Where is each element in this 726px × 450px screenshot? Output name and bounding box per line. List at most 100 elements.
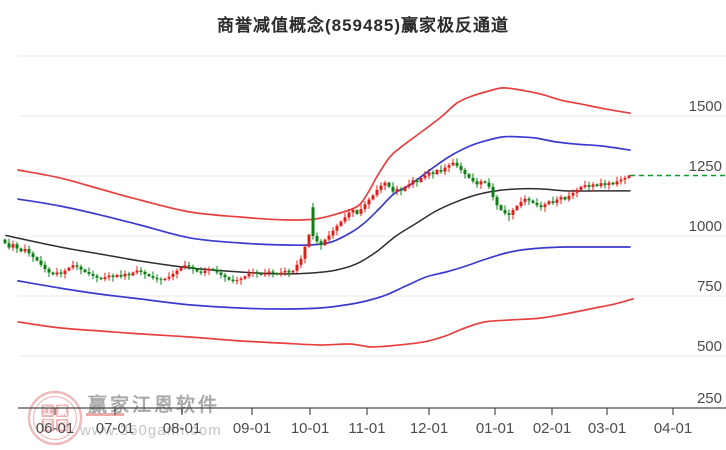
candle-body [359, 209, 363, 214]
candle-body [571, 192, 575, 196]
candle-body [459, 165, 463, 170]
candle-body [343, 217, 347, 222]
candle-body [283, 270, 287, 273]
candle-body [191, 266, 195, 270]
candle-body [475, 181, 479, 185]
candle-body [67, 267, 71, 271]
y-axis-label: 1500 [689, 98, 722, 115]
seal-outer-ring [27, 390, 83, 446]
candle-body [623, 177, 627, 180]
candle-body [531, 200, 535, 203]
candle-body [63, 270, 67, 274]
candle-body [43, 264, 47, 270]
candle-body [551, 201, 555, 203]
y-axis-label: 250 [697, 390, 722, 407]
x-axis-label: 03-01 [588, 420, 626, 437]
lower-red-channel [17, 298, 634, 348]
candle-body [563, 197, 567, 200]
candle-body [295, 264, 299, 271]
candle-body [15, 244, 19, 249]
candle-body [455, 162, 459, 166]
candle-body [407, 184, 411, 187]
candle-body [419, 177, 423, 182]
candle-body [91, 273, 95, 276]
candle-body [239, 278, 243, 281]
candle-body [211, 268, 215, 271]
candle-body [591, 184, 595, 187]
y-axis-label: 1000 [689, 218, 722, 235]
candle-body [139, 270, 143, 272]
candle-body [75, 265, 79, 267]
candle-body [39, 260, 43, 265]
y-axis-label: 1250 [689, 158, 722, 175]
candle-body [279, 272, 283, 275]
candle-body [415, 180, 419, 182]
candle-body [427, 172, 431, 176]
candle-body [555, 199, 559, 203]
candle-body [135, 270, 139, 273]
candle-body [443, 167, 447, 172]
candle-body [287, 270, 291, 273]
candle-body [391, 186, 395, 192]
candle-body [199, 271, 203, 273]
candle-body [451, 162, 455, 166]
candle-body [411, 180, 415, 185]
x-axis-label: 02-01 [533, 420, 571, 437]
candle-body [187, 265, 191, 267]
x-axis-label: 10-01 [291, 420, 329, 437]
candle-body [3, 239, 7, 244]
candle-body [323, 239, 327, 246]
candle-body [195, 269, 199, 272]
candle-body [219, 272, 223, 275]
candle-body [539, 205, 543, 208]
candle-body [347, 212, 351, 218]
candle-body [311, 207, 315, 236]
candle-body [27, 249, 31, 254]
candle-body [71, 265, 75, 268]
candle-body [619, 179, 623, 182]
candle-body [143, 272, 147, 275]
candle-body [383, 182, 387, 186]
candle-body [375, 189, 379, 196]
candle-body [595, 184, 599, 187]
candle-body [587, 185, 591, 187]
candle-body [303, 246, 307, 259]
candle-body [327, 235, 331, 240]
y-axis-label: 750 [697, 278, 722, 295]
candle-body [167, 276, 171, 279]
candle-body [611, 182, 615, 185]
candle-body [399, 189, 403, 191]
candle-body [115, 274, 119, 278]
candle-body [35, 257, 39, 261]
middle-black-line [5, 187, 631, 275]
candle-body [527, 198, 531, 201]
candle-body [431, 172, 435, 175]
candle-body [275, 273, 279, 275]
x-axis-label: 09-01 [233, 420, 271, 437]
x-axis-label: 04-01 [654, 420, 692, 437]
lower-blue-channel [17, 246, 631, 310]
candle-body [603, 183, 607, 186]
gridlines [18, 55, 726, 357]
candle-body [271, 271, 275, 273]
x-axis-label: 01-01 [476, 420, 514, 437]
candle-body [207, 268, 211, 271]
candle-body [355, 210, 359, 214]
candle-body [435, 170, 439, 175]
candle-body [511, 210, 515, 215]
candle-body [463, 170, 467, 175]
candle-body [371, 195, 375, 200]
candle-body [487, 182, 491, 187]
candle-body [227, 277, 231, 280]
candle-body [55, 272, 59, 275]
candle-body [231, 279, 235, 282]
candle-body [559, 197, 563, 200]
seal-char: 恩 [43, 420, 53, 432]
candle-body [483, 181, 487, 183]
candle-body [59, 272, 63, 274]
candle-body [47, 269, 51, 273]
candle-body [79, 266, 83, 270]
candle-body [471, 177, 475, 182]
candle-body [607, 182, 611, 186]
